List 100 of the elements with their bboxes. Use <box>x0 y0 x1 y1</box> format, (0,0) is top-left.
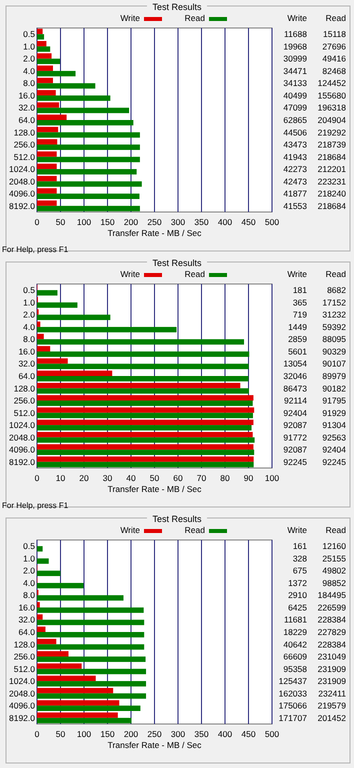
text: 91929 <box>322 408 346 418</box>
chart-title: Test Results <box>152 2 202 12</box>
x-tick-label: 500 <box>264 217 280 227</box>
bar <box>37 437 255 443</box>
y-tick-label: 1.0 <box>23 553 36 564</box>
text: 219579 <box>318 700 346 711</box>
bar <box>37 456 254 462</box>
bar <box>37 334 44 340</box>
text: 42473 <box>283 176 308 186</box>
x-tick-label: 0 <box>34 217 40 227</box>
bar <box>37 108 130 114</box>
bar <box>37 668 146 674</box>
text: 18229 <box>283 627 308 637</box>
bar <box>37 58 60 64</box>
y-tick-label: 2.0 <box>23 310 36 320</box>
x-tick-label: 250 <box>147 729 162 739</box>
x-axis-title: Transfer Rate - MB / Sec <box>108 228 202 238</box>
text: 43473 <box>283 140 308 150</box>
x-tick-label: 300 <box>170 729 186 739</box>
bar <box>37 70 76 76</box>
x-tick-label: 150 <box>100 217 115 227</box>
y-tick-label: 4.0 <box>23 66 36 76</box>
bar <box>37 626 46 632</box>
text: 66609 <box>283 652 308 662</box>
text: 86473 <box>283 383 308 394</box>
text: 41877 <box>283 188 308 199</box>
text: 5601 <box>288 346 308 356</box>
bar <box>37 444 254 450</box>
y-tick-label: 4096.0 <box>9 188 36 199</box>
text: 231049 <box>318 652 346 662</box>
x-tick-label: 50 <box>56 217 66 227</box>
legend-label: Read <box>184 269 206 279</box>
text: 6425 <box>288 602 308 612</box>
text: 125437 <box>278 676 308 686</box>
text: 90182 <box>322 383 346 394</box>
y-tick-label: 512.0 <box>14 152 36 162</box>
text: 82468 <box>322 66 346 76</box>
text: 175066 <box>278 700 308 711</box>
bar <box>37 200 57 206</box>
bar <box>37 420 254 426</box>
text: 719 <box>292 310 308 320</box>
text: 328 <box>292 553 308 564</box>
bar <box>37 322 40 327</box>
text: 95358 <box>283 664 308 674</box>
y-tick-label: 8192.0 <box>9 200 36 211</box>
x-tick-label: 90 <box>244 473 254 483</box>
text: 31232 <box>322 310 346 320</box>
bar <box>37 102 60 108</box>
y-tick-label: 16.0 <box>18 346 36 356</box>
text: 92404 <box>283 408 308 418</box>
bar <box>37 681 146 686</box>
bar <box>37 376 248 382</box>
bar <box>37 290 58 296</box>
legend-label: Write <box>120 525 140 535</box>
text: 92087 <box>283 444 308 455</box>
y-tick-label: 256.0 <box>14 396 36 406</box>
bar <box>37 614 43 620</box>
text: 228384 <box>318 639 346 650</box>
bar <box>37 382 240 388</box>
text: 88095 <box>322 334 346 344</box>
text: 92563 <box>322 432 346 442</box>
bar <box>37 144 140 150</box>
y-tick-label: 8.0 <box>23 334 36 344</box>
bar <box>37 41 46 46</box>
x-tick-label: 50 <box>56 729 66 739</box>
y-tick-label: 128.0 <box>14 383 36 394</box>
text: 218684 <box>318 200 346 211</box>
bar <box>37 632 144 638</box>
x-tick-label: 500 <box>264 729 280 739</box>
text: 89979 <box>322 371 346 381</box>
bar <box>37 364 249 370</box>
x-tick-label: 0 <box>34 473 40 483</box>
bar <box>37 95 110 101</box>
x-tick-label: 20 <box>79 473 89 483</box>
bar <box>37 114 67 120</box>
text: 92245 <box>322 456 346 467</box>
y-tick-label: 32.0 <box>18 102 36 113</box>
text: 90107 <box>322 358 346 369</box>
text: 1372 <box>288 578 308 588</box>
y-tick-label: 0.5 <box>23 541 36 552</box>
y-tick-label: 4.0 <box>23 322 36 332</box>
text: 2859 <box>288 334 308 344</box>
text: 181 <box>292 285 308 296</box>
bar <box>37 339 244 345</box>
text: 92404 <box>322 444 346 455</box>
text: 13054 <box>283 358 308 369</box>
text: Read <box>326 269 346 279</box>
text: 228384 <box>318 614 346 625</box>
text: 196318 <box>318 102 346 113</box>
y-tick-label: 2048.0 <box>9 688 36 698</box>
bar <box>37 66 53 71</box>
bar <box>37 700 120 706</box>
bar <box>37 46 50 52</box>
x-tick-label: 50 <box>150 473 160 483</box>
text: 226599 <box>318 602 346 612</box>
x-axis-title: Transfer Rate - MB / Sec <box>108 740 202 750</box>
text: 27696 <box>322 41 346 52</box>
text: 204904 <box>318 115 346 125</box>
bar <box>37 181 142 187</box>
text: 675 <box>292 566 308 576</box>
